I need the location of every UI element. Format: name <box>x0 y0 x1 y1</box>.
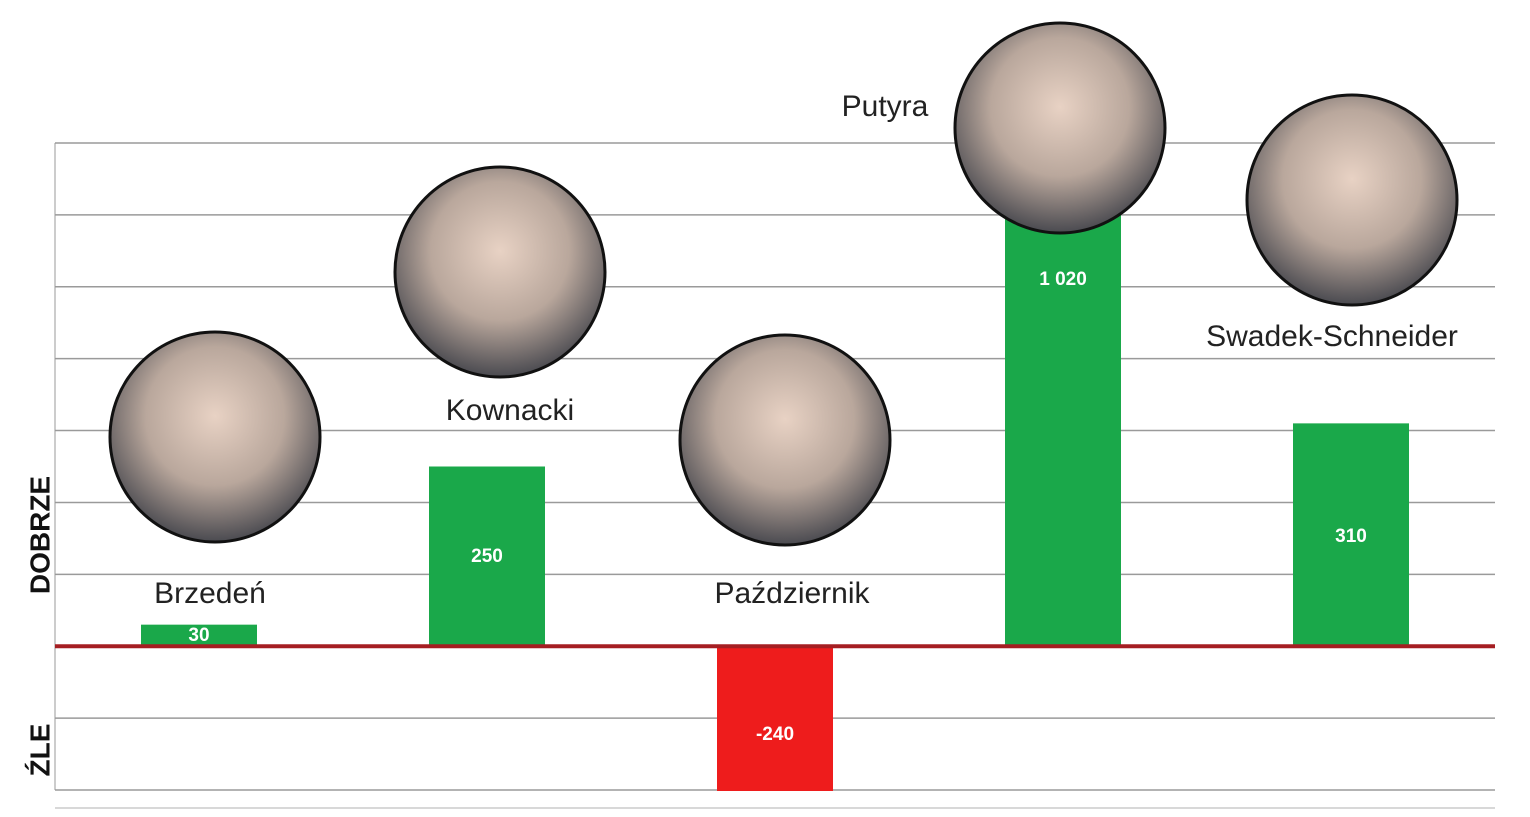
category-label: Kownacki <box>446 394 574 427</box>
value-label: 250 <box>471 546 503 567</box>
photo <box>393 165 607 379</box>
value-label: 30 <box>188 625 209 646</box>
photo <box>953 21 1167 235</box>
photo <box>678 333 892 547</box>
photo <box>108 330 322 544</box>
y-label-positive: DOBRZE <box>24 476 55 594</box>
bar <box>429 466 545 647</box>
bar <box>141 624 257 647</box>
category-label: Październik <box>714 577 870 610</box>
value-label: -240 <box>756 724 794 745</box>
category-label: Putyra <box>842 90 929 123</box>
value-label: 310 <box>1335 526 1367 547</box>
bar <box>1293 423 1409 647</box>
value-label: 1 020 <box>1039 269 1087 290</box>
y-label-negative: ŹLE <box>24 724 55 777</box>
photo <box>1245 93 1459 307</box>
category-label: Brzedeń <box>154 577 266 610</box>
category-label: Swadek-Schneider <box>1206 320 1458 353</box>
bar <box>717 646 833 791</box>
